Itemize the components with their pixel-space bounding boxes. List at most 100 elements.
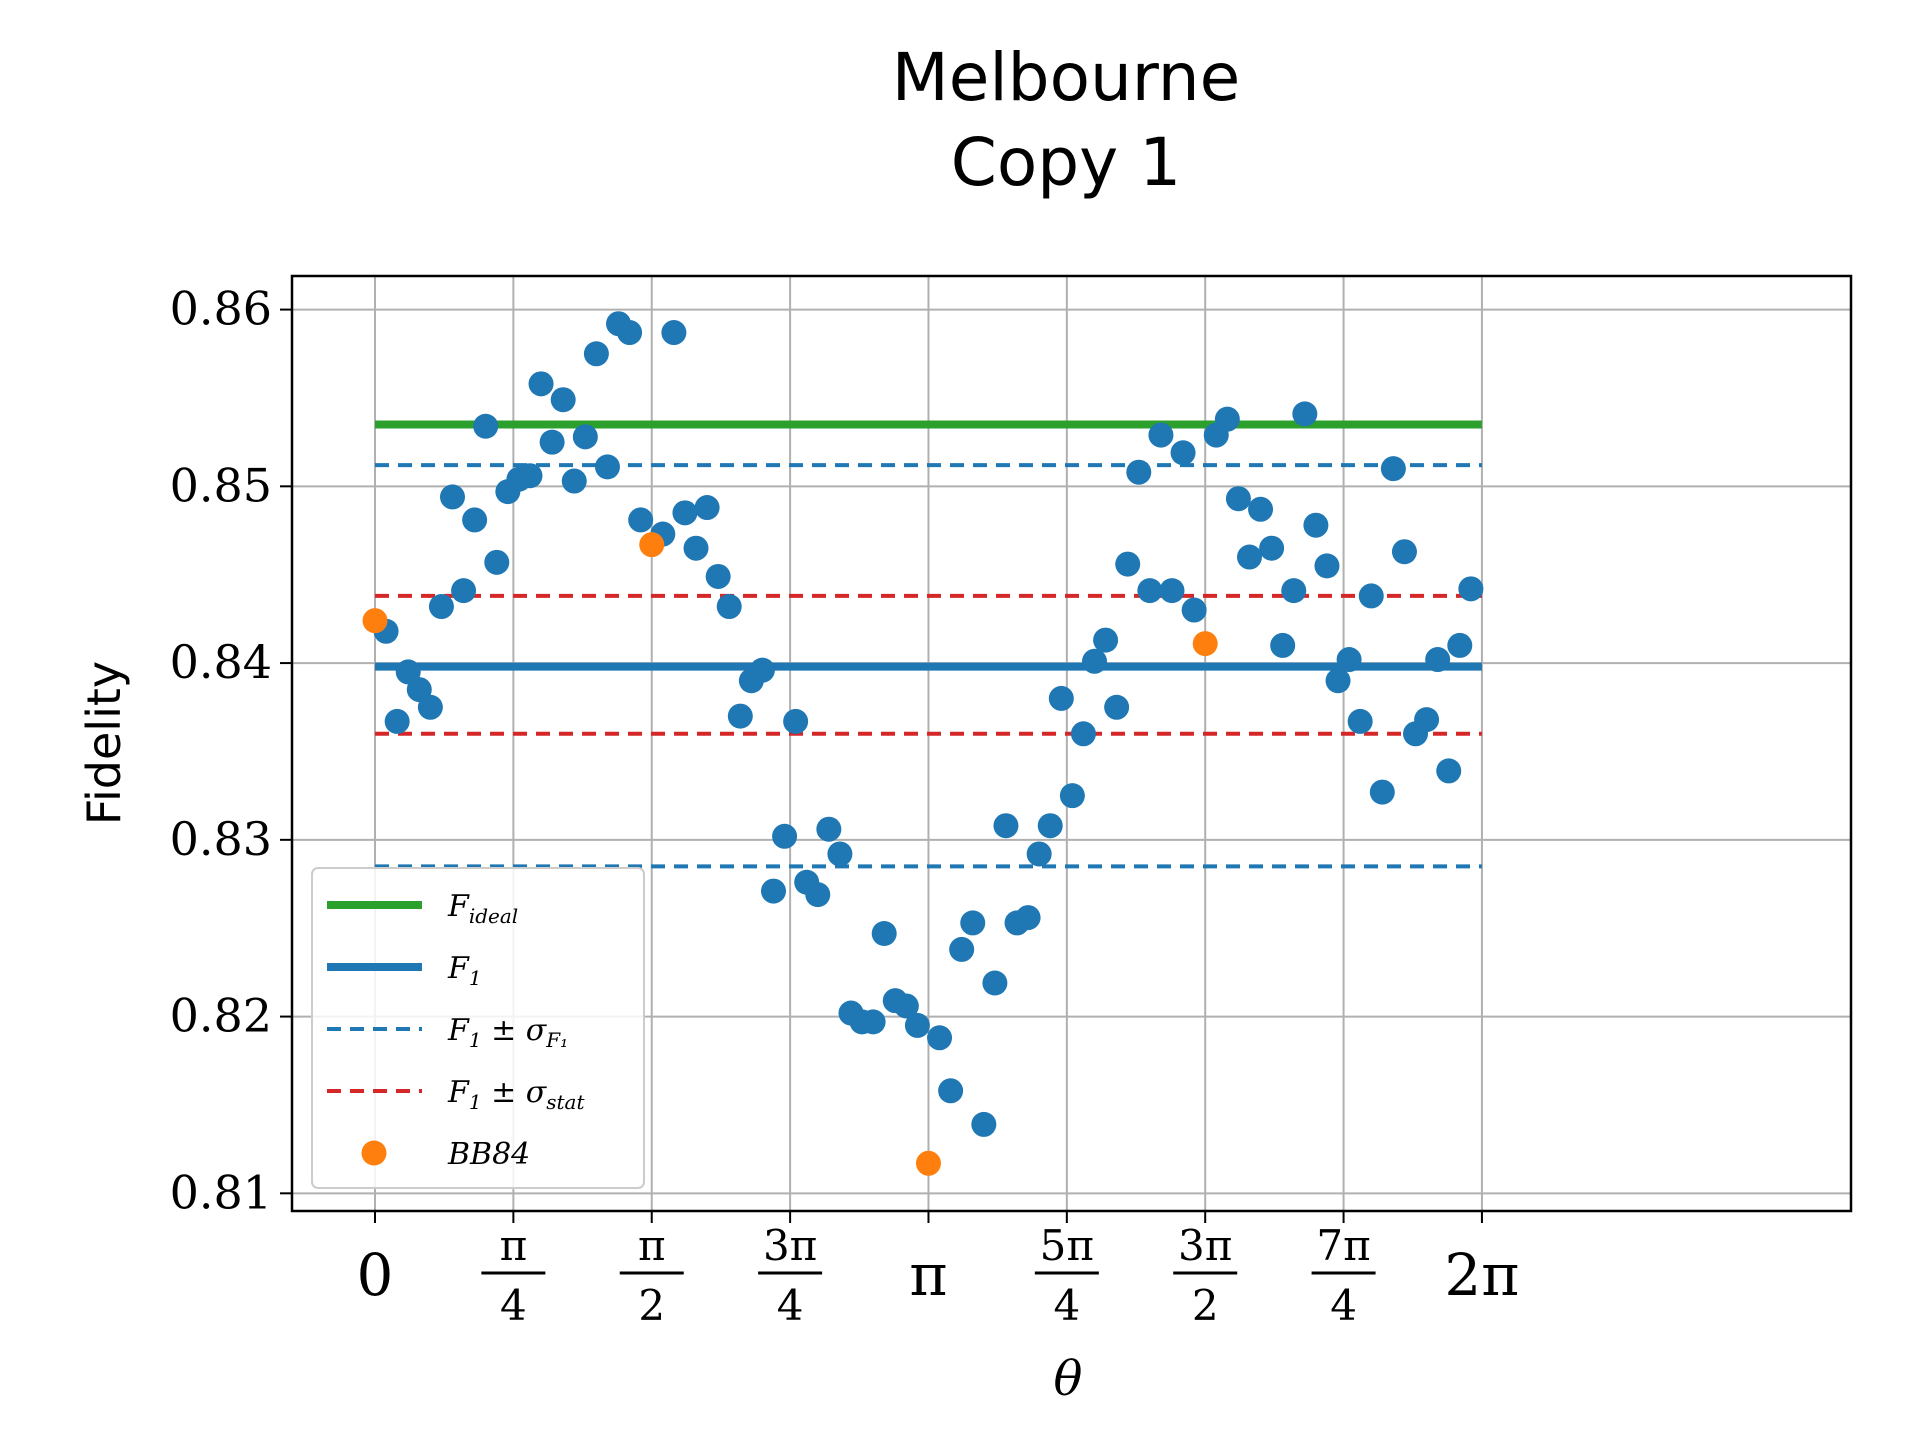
data-point <box>1048 685 1074 711</box>
x-tick-numerator: 3π <box>1178 1221 1232 1270</box>
data-point <box>1115 551 1141 577</box>
x-tick-denominator: 2 <box>638 1281 665 1330</box>
legend-label: F1 ± σstat <box>447 1075 585 1114</box>
x-tick-numerator: π <box>638 1221 666 1270</box>
x-tick-numerator: 5π <box>1040 1221 1094 1270</box>
data-point <box>727 703 753 729</box>
data-point <box>539 429 565 455</box>
reference-lines <box>375 420 1482 869</box>
data-point <box>628 507 654 533</box>
data-point <box>1015 905 1041 931</box>
grid <box>292 276 1851 1211</box>
x-tick-label: π <box>909 1241 947 1309</box>
data-point <box>960 910 986 936</box>
data-point <box>694 495 720 521</box>
data-point <box>1137 578 1163 604</box>
data-point <box>1270 632 1296 658</box>
data-point <box>927 1025 953 1051</box>
data-point <box>749 657 775 683</box>
data-point <box>1126 459 1152 485</box>
x-axis-label: θ <box>1054 1351 1083 1407</box>
x-tick-numerator: 7π <box>1316 1221 1370 1270</box>
data-point <box>1414 707 1440 733</box>
data-point <box>1447 632 1473 658</box>
x-tick-label: 2π <box>1444 1241 1519 1309</box>
data-point <box>949 936 975 962</box>
data-point <box>1248 496 1274 522</box>
data-point <box>1281 578 1307 604</box>
data-point <box>938 1078 964 1104</box>
x-tick-denominator: 4 <box>500 1281 527 1330</box>
data-point <box>1236 544 1262 570</box>
data-point <box>772 823 798 849</box>
data-point <box>1214 406 1240 432</box>
data-point <box>1225 486 1251 512</box>
legend-label: BB84 <box>447 1137 530 1172</box>
data-point <box>1026 841 1052 867</box>
data-point <box>1159 578 1185 604</box>
data-point <box>1104 694 1130 720</box>
y-axis-ticks: 0.81 0.82 0.83 0.84 0.85 0.86 <box>170 282 292 1219</box>
data-point <box>1336 647 1362 673</box>
data-point <box>672 500 698 526</box>
data-point <box>1148 422 1174 448</box>
bb84-point <box>915 1150 941 1176</box>
data-point <box>417 694 443 720</box>
legend-marker <box>361 1140 387 1166</box>
bb84-point <box>1192 631 1218 657</box>
y-tick-label: 0.84 <box>170 635 272 689</box>
data-point <box>428 594 454 620</box>
data-point <box>1303 512 1329 538</box>
data-point <box>1347 708 1373 734</box>
data-points <box>362 311 1484 1176</box>
data-point <box>451 578 477 604</box>
data-point <box>760 878 786 904</box>
data-point <box>993 813 1019 839</box>
x-axis-ticks: 0 π 4 π 2 3π 4 π 5π 4 3π 2 7π 4 2π <box>357 1211 1519 1330</box>
data-point <box>1436 758 1462 784</box>
x-tick-denominator: 4 <box>1330 1281 1357 1330</box>
data-point <box>517 463 543 489</box>
data-point <box>1082 648 1108 674</box>
data-point <box>827 841 853 867</box>
x-tick-denominator: 4 <box>777 1281 804 1330</box>
data-point <box>716 594 742 620</box>
data-point <box>1325 668 1351 694</box>
x-tick-numerator: 3π <box>763 1221 817 1270</box>
data-point <box>462 507 488 533</box>
y-tick-label: 0.86 <box>170 282 272 336</box>
legend-label: F1 ± σF₁ <box>447 1013 568 1052</box>
data-point <box>1425 647 1451 673</box>
data-point <box>473 413 499 439</box>
data-point <box>384 708 410 734</box>
bb84-point <box>362 608 388 634</box>
data-point <box>860 1009 886 1035</box>
data-point <box>783 708 809 734</box>
y-axis-label: Fidelity <box>77 661 131 825</box>
legend-frame <box>311 867 645 1189</box>
y-tick-label: 0.81 <box>170 1165 272 1219</box>
data-point <box>1369 779 1395 805</box>
data-point <box>683 535 709 561</box>
data-point <box>1059 783 1085 809</box>
data-point <box>1314 553 1340 579</box>
data-point <box>805 882 831 908</box>
data-point <box>572 424 598 450</box>
data-point <box>871 921 897 947</box>
data-point <box>1093 627 1119 653</box>
y-tick-label: 0.82 <box>170 989 272 1043</box>
data-point <box>1292 401 1318 427</box>
legend-label: Fideal <box>447 889 518 928</box>
data-point <box>561 468 587 494</box>
data-point <box>904 1012 930 1038</box>
chart-title-line-1: Melbourne <box>892 39 1240 116</box>
chart-title-line-2: Copy 1 <box>951 124 1181 201</box>
data-point <box>1070 721 1096 747</box>
x-tick-numerator: π <box>500 1221 528 1270</box>
data-point <box>816 816 842 842</box>
data-point <box>1170 440 1196 466</box>
legend: Fideal F1 F1 ± σF₁ F1 ± σstat BB84 <box>311 867 645 1189</box>
data-point <box>617 320 643 346</box>
plot-area-frame <box>290 274 1853 1213</box>
